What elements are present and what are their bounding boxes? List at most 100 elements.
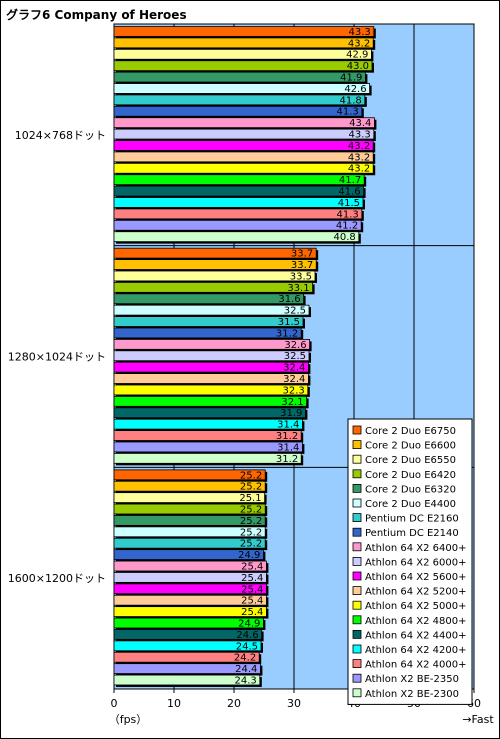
bar-value-label: 33.7 xyxy=(291,249,313,260)
bar-value-label: 32.4 xyxy=(283,374,305,385)
legend-swatch xyxy=(352,513,362,522)
bar-value-label: 24.6 xyxy=(236,630,258,641)
bar-value-label: 25.2 xyxy=(240,516,262,527)
bar-value-label: 32.5 xyxy=(284,306,306,317)
legend-swatch xyxy=(352,527,362,537)
bar xyxy=(113,441,303,453)
bar-value-label: 31.4 xyxy=(277,420,299,431)
legend-entry: Core 2 Duo E6600 xyxy=(365,441,456,452)
legend-entry: Athlon 64 X2 4200+ xyxy=(365,645,466,656)
legend-entry: Athlon 64 X2 6400+ xyxy=(365,543,466,554)
x-tick-label: 30 xyxy=(287,697,301,710)
legend-entry: Athlon 64 X2 5200+ xyxy=(365,587,466,598)
legend-swatch xyxy=(352,454,362,464)
legend-box xyxy=(347,418,473,705)
bar xyxy=(113,151,374,163)
bar xyxy=(113,526,266,538)
bar-value-label: 25.2 xyxy=(240,504,262,515)
bar xyxy=(113,26,375,37)
bar xyxy=(113,327,302,339)
bar xyxy=(113,94,366,106)
bar xyxy=(113,407,306,419)
bar-value-label: 32.1 xyxy=(281,397,303,408)
bar xyxy=(113,105,363,117)
bar-value-label: 25.4 xyxy=(241,584,263,595)
category-label: 1024×768ドット xyxy=(15,129,106,142)
chart-title: グラフ6 Company of Heroes xyxy=(6,8,187,22)
legend-swatch xyxy=(352,659,362,668)
bar xyxy=(113,629,263,640)
bar xyxy=(113,197,364,208)
bar xyxy=(113,48,372,60)
bar xyxy=(113,663,261,674)
legend-swatch xyxy=(352,586,362,595)
legend-swatch xyxy=(352,615,362,625)
bar-value-label: 41.9 xyxy=(340,73,362,84)
bar-value-label: 42.9 xyxy=(346,50,368,61)
bar-value-label: 42.6 xyxy=(344,84,366,95)
legend-entry: Athlon X2 BE-2300 xyxy=(365,689,459,700)
bar xyxy=(113,231,360,243)
bar-value-label: 24.9 xyxy=(238,550,260,561)
bar xyxy=(113,37,374,49)
bar xyxy=(113,350,310,362)
bar-value-label: 31.5 xyxy=(278,317,300,328)
bar-value-label: 31.2 xyxy=(276,328,298,339)
bar-value-label: 24.2 xyxy=(234,653,256,664)
bar-value-label: 25.2 xyxy=(240,470,262,481)
bar-value-label: 33.1 xyxy=(287,283,309,294)
legend-entry: Athlon X2 BE-2350 xyxy=(365,674,459,685)
bar xyxy=(113,60,373,72)
bar xyxy=(113,293,305,305)
bar xyxy=(113,594,267,606)
x-axis-note: →Fast xyxy=(462,713,494,726)
bar-value-label: 41.8 xyxy=(340,95,362,106)
bar-value-label: 31.6 xyxy=(278,294,300,305)
bar-value-label: 25.4 xyxy=(241,573,263,584)
legend-swatch xyxy=(352,630,362,639)
legend-entry: Athlon 64 X2 4000+ xyxy=(365,660,466,671)
bar-value-label: 43.0 xyxy=(347,61,369,72)
bar xyxy=(113,583,267,595)
bar-value-label: 33.5 xyxy=(290,271,312,282)
legend-swatch xyxy=(352,673,362,683)
bar-value-label: 33.7 xyxy=(291,260,313,271)
bar-value-label: 25.4 xyxy=(241,607,263,618)
bar-value-label: 43.2 xyxy=(348,152,370,163)
legend-entry: Core 2 Duo E4400 xyxy=(365,499,456,510)
bar-value-label: 43.2 xyxy=(348,141,370,152)
bar xyxy=(113,83,371,94)
x-tick-label: 10 xyxy=(167,697,181,710)
legend-swatch xyxy=(352,557,362,566)
bar-value-label: 25.2 xyxy=(240,539,262,550)
bar-value-label: 24.5 xyxy=(236,641,258,652)
bar xyxy=(113,219,362,231)
legend-entry: Athlon 64 X2 6000+ xyxy=(365,557,466,568)
legend-entry: Core 2 Duo E6750 xyxy=(365,426,456,437)
bar xyxy=(113,606,267,617)
bar xyxy=(113,503,266,515)
bar xyxy=(113,185,365,197)
bar-value-label: 24.9 xyxy=(238,618,260,629)
bar-value-label: 41.2 xyxy=(336,221,358,232)
bar-value-label: 43.3 xyxy=(349,130,371,141)
legend-entry: Pentium DC E2140 xyxy=(365,528,459,539)
x-tick-label: 20 xyxy=(227,697,241,710)
bar-value-label: 43.3 xyxy=(349,27,371,38)
bar-value-label: 32.3 xyxy=(283,385,305,396)
bar-value-label: 25.2 xyxy=(240,482,262,493)
bar-value-label: 41.6 xyxy=(338,187,360,198)
bar-value-label: 31.2 xyxy=(276,454,298,465)
legend-entry: Core 2 Duo E6320 xyxy=(365,484,456,495)
bar-value-label: 25.4 xyxy=(241,561,263,572)
legend-swatch xyxy=(352,644,362,654)
bar xyxy=(113,247,317,259)
bar xyxy=(113,140,374,151)
bar xyxy=(113,452,302,464)
bar xyxy=(113,128,375,140)
legend-entry: Athlon 64 X2 5000+ xyxy=(365,601,466,612)
bar xyxy=(113,208,363,220)
legend-entry: Core 2 Duo E6550 xyxy=(365,455,456,466)
legend-entry: Athlon 64 X2 4800+ xyxy=(365,616,466,627)
